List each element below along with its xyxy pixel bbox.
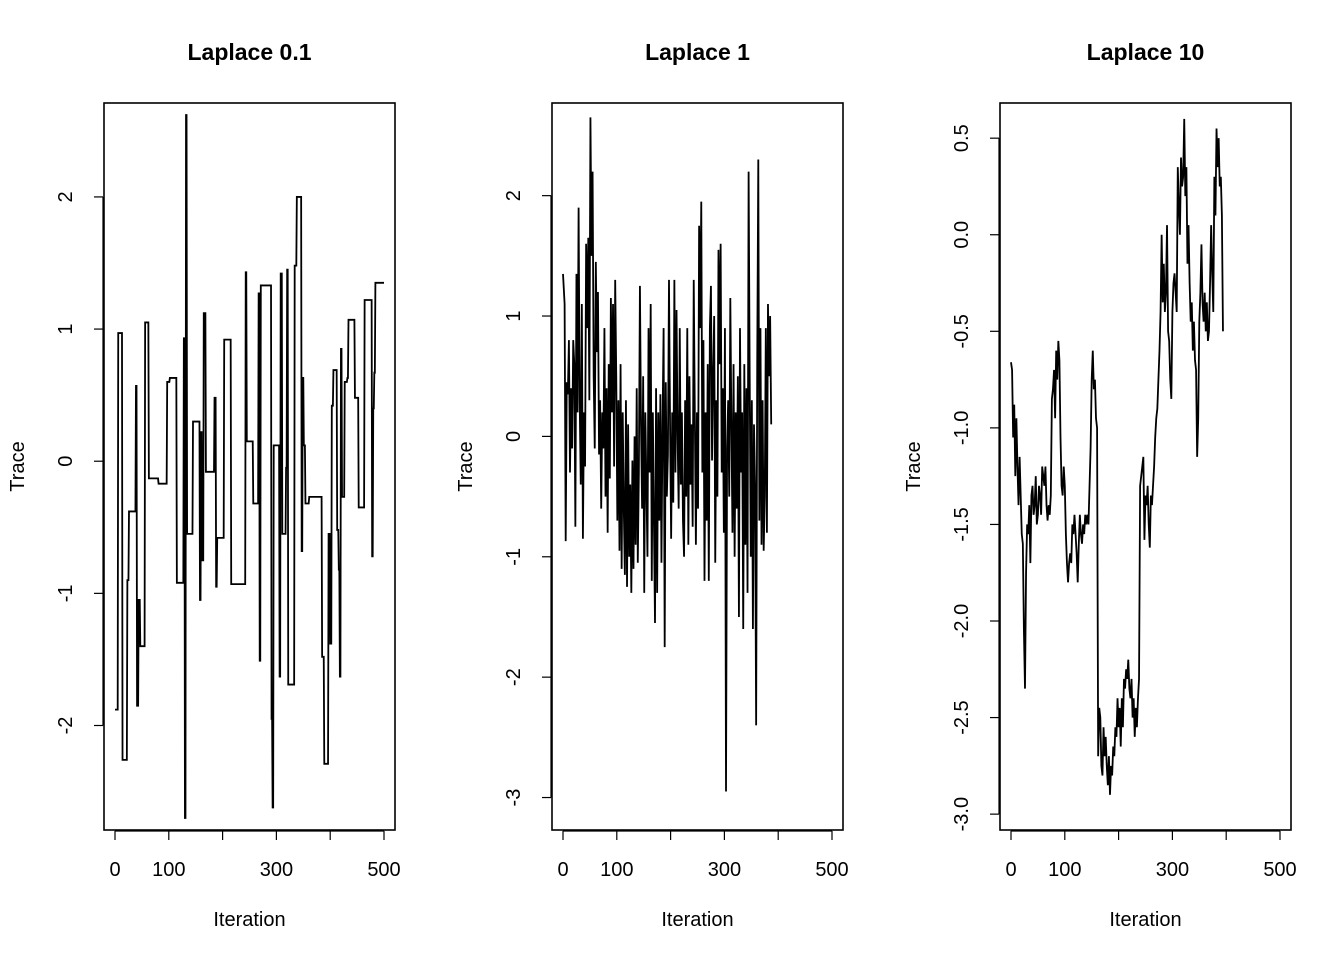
y-tick-label: -1.5 (951, 507, 973, 541)
chart-panel-1: Laplace 0.1 0 100 300 500 -2 -1 0 1 2 Iteration Tra… (7, 39, 401, 931)
x-axis-label: Iteration (661, 909, 733, 931)
chart-panel-2: Laplace 1 0 100 300 500 -3 -2 -1 0 1 2 Iteration Tra… (455, 39, 849, 931)
y-tick-label: -1.0 (951, 411, 973, 445)
x-axis-label: Iteration (213, 909, 285, 931)
y-tick-label: -3 (503, 789, 525, 807)
x-tick-label: 500 (367, 859, 400, 881)
y-tick-label: 1 (55, 324, 77, 335)
plot-frame (103, 102, 396, 831)
chart-title: Laplace 1 (645, 39, 750, 65)
chart-title: Laplace 0.1 (187, 39, 311, 65)
x-tick-label: 0 (1005, 859, 1016, 881)
x-tick-label: 500 (1263, 859, 1296, 881)
chart-panel-3: Laplace 10 0 100 300 500 -3.0 -2.5 -2.0 -1.5 -1.0… (903, 39, 1297, 931)
y-axis-label: Trace (455, 441, 477, 491)
y-tick-label: 1 (503, 310, 525, 321)
x-tick-label: 300 (260, 859, 293, 881)
trace-line (115, 114, 384, 819)
y-tick-label: 0.5 (951, 124, 973, 152)
plot-frame (999, 102, 1292, 831)
y-tick-label: -2 (55, 717, 77, 735)
y-tick-label: 0.0 (951, 221, 973, 249)
y-tick-label: 0 (503, 431, 525, 442)
x-axis-label: Iteration (1109, 909, 1181, 931)
y-tick-label: -2 (503, 668, 525, 686)
x-tick-label: 100 (1048, 859, 1081, 881)
y-tick-label: -3.0 (951, 797, 973, 831)
chart-title: Laplace 10 (1087, 39, 1205, 65)
x-tick-label: 0 (557, 859, 568, 881)
y-tick-label: 2 (503, 190, 525, 201)
x-tick-label: 100 (152, 859, 185, 881)
y-tick-label: -2.5 (951, 700, 973, 734)
y-tick-label: 2 (55, 191, 77, 202)
y-tick-label: -0.5 (951, 314, 973, 348)
plot-frame (551, 102, 844, 831)
x-tick-label: 100 (600, 859, 633, 881)
y-axis-label: Trace (903, 441, 925, 491)
y-tick-label: -1 (503, 548, 525, 566)
x-tick-label: 500 (815, 859, 848, 881)
y-tick-label: 0 (55, 456, 77, 467)
trace-line (562, 117, 773, 792)
x-tick-label: 300 (708, 859, 741, 881)
trace-line (1010, 118, 1224, 795)
y-tick-label: -1 (55, 584, 77, 602)
x-tick-label: 300 (1156, 859, 1189, 881)
y-tick-label: -2.0 (951, 604, 973, 638)
x-tick-label: 0 (109, 859, 120, 881)
y-axis-label: Trace (7, 441, 29, 491)
